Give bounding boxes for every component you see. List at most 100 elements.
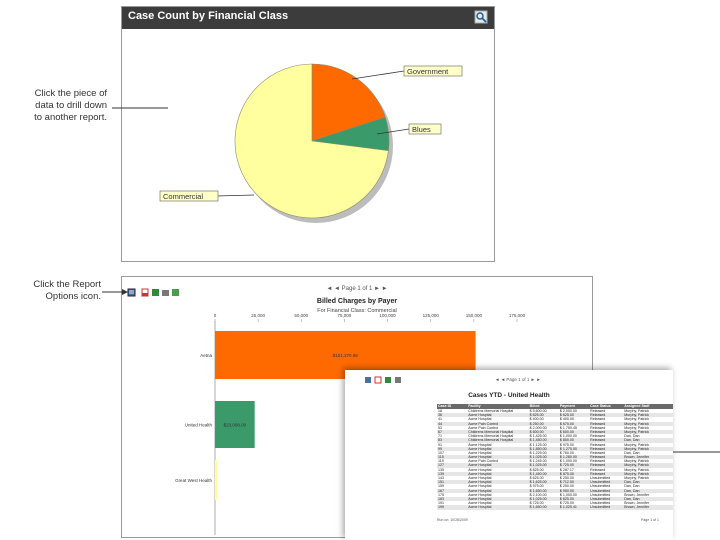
table-cell: 91 (438, 442, 442, 447)
pdf-icon[interactable] (141, 288, 149, 297)
table-cell: Acme Hospital (468, 501, 492, 506)
bar-tick-label: 0 (214, 313, 217, 318)
table-row: 36 Acme Hospital $ 625.00 $ 625.00 Released M… (437, 413, 673, 418)
table-row: 83 Childrens Memorial Hospital $ 1,450.00 $… (437, 438, 673, 443)
table-cell: Released (590, 467, 606, 472)
table-row: 44 Acme Pain Control $ 250.00 $ 675.00 Relea… (437, 421, 673, 426)
bar-united-health[interactable] (215, 401, 255, 448)
table-cell: Unsubmitted (590, 480, 611, 485)
table-cell: $ 1,650.00 (529, 488, 547, 493)
table-cell: $ 760.00 (559, 450, 574, 455)
table-cell: Acme Hospital (468, 455, 492, 460)
table-cell: Released (590, 417, 606, 422)
table-cell: $ 1,245.00 (529, 459, 547, 464)
bar-tick-label: 125,000 (423, 313, 440, 318)
table-cell: Acme Hospital (468, 488, 492, 493)
table-cell: 83 (438, 438, 442, 443)
table-cell: Acme Hospital (468, 484, 492, 489)
table-cell: $ 725.00 (529, 501, 544, 506)
table-cell: 143 (438, 476, 444, 480)
table-cell: 183 (438, 496, 444, 501)
report-subtitle: For Financial Class: Commercial (317, 308, 397, 314)
table-cell: $ 2,000.00 (559, 409, 577, 413)
cases-footer-left: Run on: 10/28/2009 (437, 518, 468, 522)
pie-label-line (376, 128, 410, 135)
table-cell: $ 712.50 (559, 480, 574, 485)
table-cell: Murphy, Patrick (624, 463, 649, 468)
print-icon[interactable] (395, 377, 401, 383)
report-pager[interactable]: ◄ ◄ Page 1 of 1 ► ► (326, 286, 388, 292)
table-cell: Murphy, Patrick (624, 459, 649, 464)
cases-pointer-line (673, 451, 720, 453)
table-cell: Acme Hospital (468, 476, 492, 480)
bar-tick-label: 25,000 (251, 313, 265, 318)
table-cell: Released (590, 471, 606, 476)
pie-slice-commercial[interactable] (234, 63, 389, 219)
excel-icon[interactable] (385, 377, 391, 383)
table-cell: Unsubmitted (590, 496, 611, 501)
drill-down-note: Click the piece of data to drill down to… (6, 88, 107, 124)
pdf-icon[interactable] (374, 376, 382, 384)
cases-ytd-report: ◄ ◄ Page 1 of 1 ► ► Cases YTD - United H… (345, 370, 673, 540)
report-options-icon[interactable] (127, 288, 136, 297)
table-cell: $ 250.00 (529, 421, 544, 426)
case-count-panel: Case Count by Financial Class Government… (121, 6, 495, 262)
report-options-icon[interactable] (365, 377, 371, 383)
table-cell: Brown, Jennifer (624, 505, 650, 510)
pie-label-line (351, 70, 405, 80)
table-cell: 107 (438, 450, 444, 455)
table-cell: Released (590, 442, 606, 447)
table-cell: Unsubmitted (590, 476, 611, 480)
table-header-row: Case ID Facility Billed Payment Case Status A… (437, 404, 673, 409)
table-cell: Brown, Jennifer (624, 455, 650, 460)
bar-data-label: $151,370.98 (333, 353, 359, 358)
table-cell: $ 875.00 (559, 471, 574, 476)
table-cell: $ 1,750.45 (559, 425, 577, 430)
table-cell: $ 675.00 (559, 421, 574, 426)
table-cell: 41 (438, 417, 442, 422)
table-cell: Released (590, 413, 606, 418)
table-cell: Brown, Jennifer (624, 501, 650, 506)
bar-tick-label: 100,000 (379, 313, 396, 318)
column-header: Case Status (590, 404, 611, 408)
table-cell: Released (590, 421, 606, 426)
export-icon[interactable] (474, 10, 488, 24)
report-title: Billed Charges by Payer (316, 298, 398, 305)
print-icon[interactable] (162, 290, 169, 296)
table-row: 143 Acme Hospital $ 625.00 $ 250.00 Unsubmit… (437, 476, 673, 481)
table-row: 119 Acme Pain Control $ 1,245.00 $ 1,000.00… (437, 459, 673, 464)
table-cell: Released (590, 429, 606, 434)
table-cell: $ 250.00 (559, 484, 574, 489)
table-cell: Murphy, Patrick (624, 446, 649, 451)
refresh-icon[interactable] (172, 289, 179, 296)
panel-title: Case Count by Financial Class (128, 10, 289, 22)
table-cell: Acme Hospital (468, 442, 492, 447)
pie-label-box (408, 123, 442, 135)
table-cell: $ 825.00 (529, 467, 544, 472)
table-cell: Childrens Memorial Hospital (468, 429, 514, 434)
table-cell: 191 (438, 501, 444, 506)
cases-pager[interactable]: ◄ ◄ Page 1 of 1 ► ► (495, 377, 541, 382)
excel-icon[interactable] (152, 289, 159, 296)
table-cell: Dan, Dan (624, 434, 640, 439)
table-cell: Acme Hospital (468, 467, 492, 472)
table-cell: 127 (438, 463, 444, 468)
pie-slice-government[interactable] (311, 63, 386, 142)
table-row: 191 Acme Hospital $ 725.00 $ 725.00 Unsubmit… (437, 501, 673, 506)
table-cell: Acme Hospital (468, 417, 492, 422)
table-cell: $ 1,425.00 (529, 434, 547, 439)
table-cell: 53 (438, 425, 442, 430)
pie-label-government: Government (407, 67, 449, 76)
pie-label-commercial: Commercial (163, 192, 203, 201)
table-cell: Acme Hospital (468, 450, 492, 455)
table-cell: $ 400.00 (529, 417, 544, 422)
table-cell: $ 725.00 (559, 463, 574, 468)
table-row: 199 Acme Hospital $ 1,650.00 $ 1,025.41 Unsu… (437, 505, 673, 510)
table-cell: Acme Hospital (468, 413, 492, 418)
table-cell: Released (590, 450, 606, 455)
table-cell: 175 (438, 492, 444, 497)
note-line: Click the piece of (34, 88, 107, 99)
table-cell: $ 287.17 (559, 467, 574, 472)
pie-label-box (159, 190, 219, 202)
bar-great-west-health[interactable] (215, 460, 217, 500)
